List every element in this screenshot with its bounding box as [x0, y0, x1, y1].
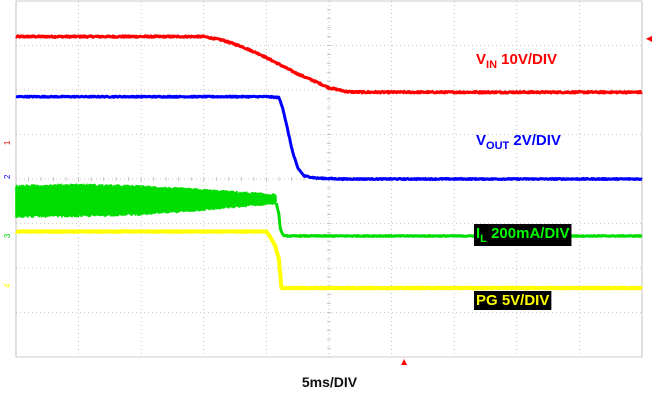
trace-label-text: IL 200mA/DIV [476, 225, 569, 245]
trace-label-main: I [476, 225, 480, 242]
level-marker [646, 35, 652, 42]
trace-label-sub: L [480, 233, 487, 245]
trace-label-0: VIN 10V/DIV [476, 51, 557, 71]
plot-traces [14, 34, 644, 291]
trace-label-text: PG 5V/DIV [476, 292, 549, 309]
trace-label-sub: IN [486, 59, 497, 71]
trace-label-background [474, 224, 572, 246]
trace-label-2: IL 200mA/DIV [474, 224, 572, 246]
plot-markers: 1 2 3 4 [3, 35, 652, 365]
trace-label-rest: 2V/DIV [509, 132, 561, 149]
channel-tag: 2 [3, 174, 12, 179]
trace-label-background [474, 291, 552, 310]
trace-label-text: VIN 10V/DIV [476, 51, 557, 71]
trace-label-sub: OUT [486, 140, 510, 152]
trace-1 [15, 94, 643, 182]
channel-tag: 3 [3, 233, 12, 238]
trace-3 [14, 229, 644, 291]
trace-label-text: VOUT 2V/DIV [476, 132, 561, 152]
channel-tag: 1 [3, 140, 12, 145]
trace-label-main: PG 5V/DIV [476, 292, 549, 309]
trace-label-3: PG 5V/DIV [474, 291, 552, 310]
trigger-marker [401, 359, 408, 365]
trace-label-rest: 10V/DIV [497, 51, 557, 68]
trace-label-1: VOUT 2V/DIV [476, 132, 561, 152]
channel-tag: 4 [3, 283, 12, 288]
trace-0 [15, 34, 643, 95]
trace-il-switching-band [15, 183, 277, 218]
trace-label-main: V [476, 132, 486, 149]
trace-label-rest: 200mA/DIV [487, 225, 570, 242]
trace-label-main: V [476, 51, 486, 68]
trace-2 [274, 202, 643, 238]
time-scale-label: 5ms/DIV [301, 374, 358, 390]
